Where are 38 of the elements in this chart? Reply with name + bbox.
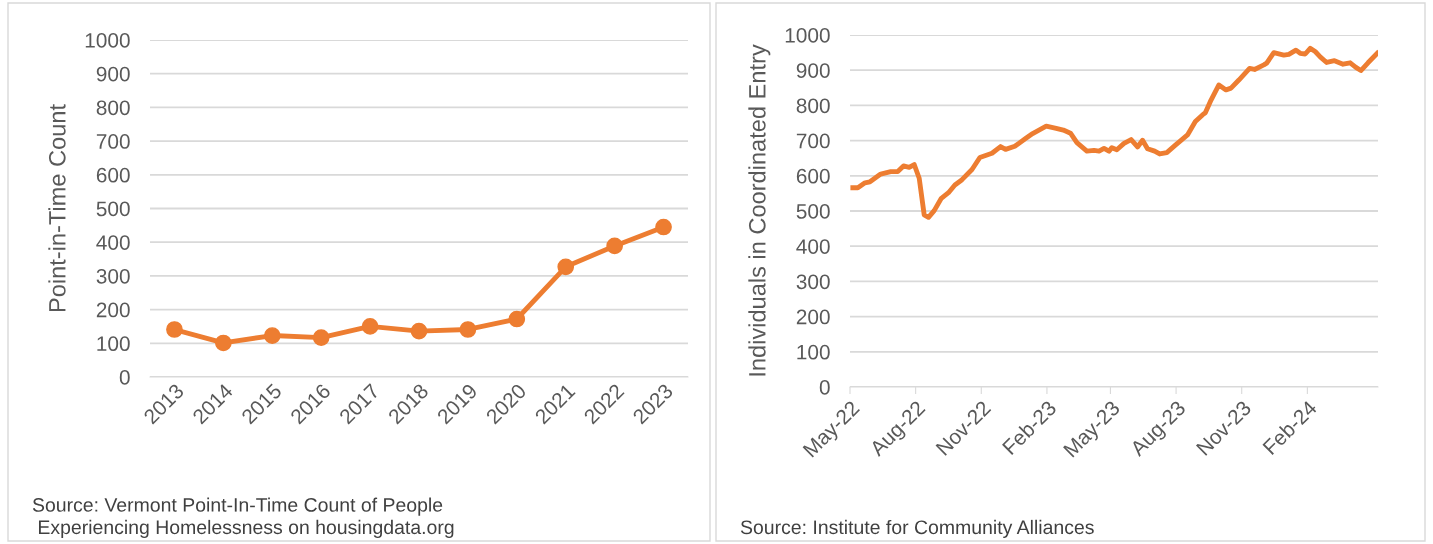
y-tick-label: 900 [796,63,830,78]
y-tick-label: 900 [96,66,130,82]
point [606,237,623,255]
y-tick-label: 100 [797,344,830,360]
y-tick-label: 400 [96,235,130,250]
y-tick-label: 200 [796,309,830,325]
point [655,218,672,236]
point [312,329,330,346]
y-tick-label: 0 [819,380,830,395]
y-axis-title: Point-in-Time Count [48,104,66,312]
point [508,310,526,328]
y-tick-label: 400 [796,239,830,254]
y-tick-label: 800 [796,98,830,114]
point [263,327,281,344]
y-tick-label: 700 [96,134,130,149]
point [166,321,183,338]
y-tick-label: 1000 [785,28,830,43]
point [557,258,575,276]
y-tick-label: 700 [796,133,830,149]
source-note: Source: Vermont Point-In-Time Count of People Experiencing Homelessness on housingdata.org [32,497,454,538]
y-tick-label: 600 [96,167,130,183]
y-tick-label: 300 [96,268,130,284]
y-tick-label: 300 [796,274,830,290]
point [361,318,379,335]
y-tick-label: 1000 [85,33,130,48]
point [215,334,232,352]
y-tick-label: 500 [796,204,830,219]
y-tick-label: 600 [796,168,830,184]
y-tick-label: 800 [96,100,130,116]
y-tick-label: 100 [97,336,130,352]
source-note: Source: Institute for Community Alliances [740,519,1094,538]
y-tick-label: 0 [119,370,130,385]
y-tick-label: 500 [96,201,130,217]
point [459,321,477,338]
y-axis-title: Individuals in Coordinated Entry [748,44,771,376]
line-series [850,45,1378,220]
y-tick-label: 200 [96,302,130,318]
point [410,322,428,340]
